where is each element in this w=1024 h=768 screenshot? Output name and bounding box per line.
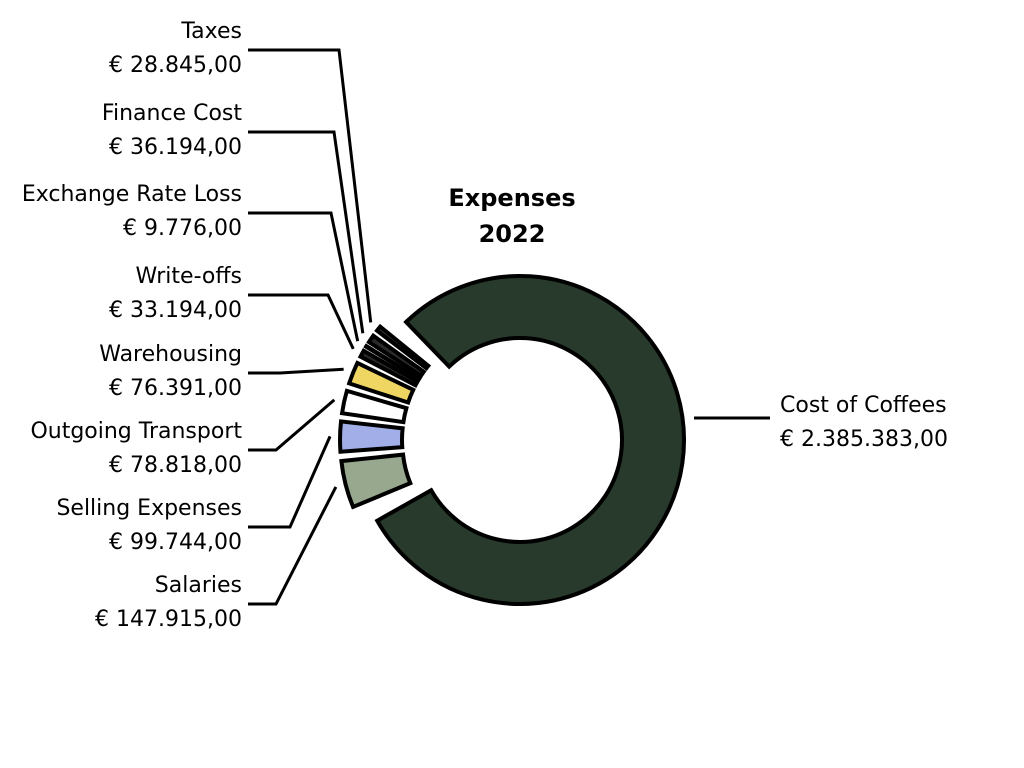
label-cost-of-coffees: Cost of Coffees xyxy=(780,393,947,418)
leader-lines xyxy=(248,48,770,606)
label-exchange-rate-loss: Exchange Rate Loss xyxy=(22,182,242,207)
slice-outgoing-transport xyxy=(339,388,409,425)
value-cost-of-coffees: € 2.385.383,00 xyxy=(780,427,948,452)
slice-warehousing xyxy=(346,360,416,406)
label-taxes: Taxes xyxy=(180,19,242,44)
label-finance-cost: Finance Cost xyxy=(102,101,242,126)
value-outgoing-transport: € 78.818,00 xyxy=(109,453,242,478)
value-exchange-rate-loss: € 9.776,00 xyxy=(123,216,242,241)
label-write-offs: Write-offs xyxy=(135,264,242,289)
slice-selling-expenses xyxy=(338,419,405,454)
value-selling-expenses: € 99.744,00 xyxy=(109,530,242,555)
slice-labels: Cost of Coffees € 2.385.383,00 Salaries € 1… xyxy=(22,19,948,632)
donut-slices xyxy=(338,274,686,606)
leader-salaries xyxy=(248,486,338,606)
leader-outgoing-transport xyxy=(248,398,336,452)
leader-finance-cost xyxy=(248,130,365,334)
slice-salaries xyxy=(339,452,413,510)
slice-taxes xyxy=(374,323,432,372)
leader-selling-expenses xyxy=(248,435,332,529)
slice-finance-cost xyxy=(366,332,427,379)
value-warehousing: € 76.391,00 xyxy=(109,376,242,401)
slice-write-offs xyxy=(357,348,421,388)
leader-exchange-rate-loss xyxy=(248,211,360,342)
slice-cost-of-coffees xyxy=(374,274,686,606)
label-warehousing: Warehousing xyxy=(99,342,242,367)
label-salaries: Salaries xyxy=(155,573,242,598)
value-taxes: € 28.845,00 xyxy=(109,53,242,78)
label-selling-expenses: Selling Expenses xyxy=(56,496,242,521)
leader-warehousing xyxy=(248,367,344,375)
value-write-offs: € 33.194,00 xyxy=(109,298,242,323)
value-salaries: € 147.915,00 xyxy=(95,607,242,632)
leader-write-offs xyxy=(248,293,355,350)
value-finance-cost: € 36.194,00 xyxy=(109,135,242,160)
chart-subtitle: 2022 xyxy=(479,220,546,248)
label-outgoing-transport: Outgoing Transport xyxy=(30,419,242,444)
slice-exchange-rate-loss xyxy=(363,343,423,382)
chart-title: Expenses xyxy=(448,184,575,212)
leader-taxes xyxy=(248,48,373,323)
